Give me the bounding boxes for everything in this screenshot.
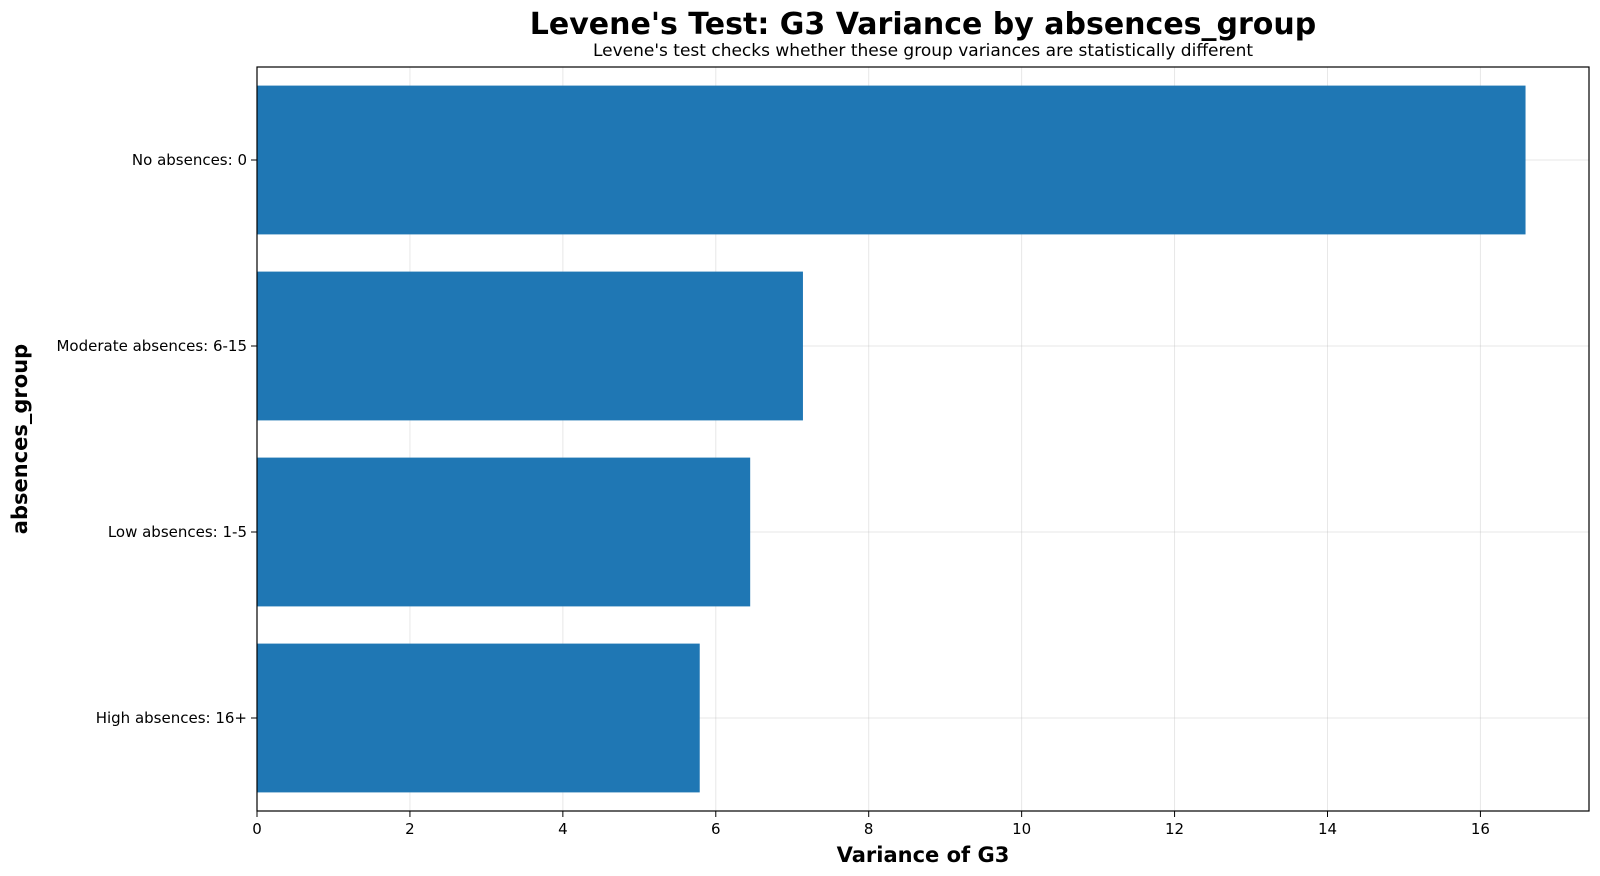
y-tick-label: Moderate absences: 6-15 bbox=[56, 337, 247, 355]
y-axis-label: absences_group bbox=[8, 344, 32, 534]
x-axis-ticks: 0 2 4 6 8 10 12 14 16 bbox=[252, 811, 1490, 838]
bar bbox=[257, 271, 803, 421]
plot-frame bbox=[256, 66, 1590, 812]
bar bbox=[257, 85, 1526, 235]
bar bbox=[257, 457, 751, 607]
chart-subtitle: Levene's test checks whether these group… bbox=[593, 41, 1253, 61]
x-tick-label: 4 bbox=[558, 820, 568, 838]
bars bbox=[257, 85, 1526, 793]
x-tick-label: 12 bbox=[1165, 820, 1184, 838]
x-tick-label: 6 bbox=[711, 820, 721, 838]
x-tick-label: 16 bbox=[1471, 820, 1490, 838]
y-tick-label: No absences: 0 bbox=[132, 151, 247, 169]
bar bbox=[257, 643, 700, 793]
y-axis-ticks: No absences: 0 Moderate absences: 6-15 Low… bbox=[56, 151, 257, 727]
chart-title: Levene's Test: G3 Variance by absences_g… bbox=[530, 7, 1317, 42]
y-tick-label: High absences: 16+ bbox=[96, 709, 247, 727]
x-tick-label: 8 bbox=[864, 820, 874, 838]
x-tick-label: 10 bbox=[1012, 820, 1031, 838]
x-axis-label: Variance of G3 bbox=[837, 843, 1010, 867]
x-tick-label: 14 bbox=[1318, 820, 1337, 838]
y-tick-label: Low absences: 1-5 bbox=[108, 523, 247, 541]
x-tick-label: 2 bbox=[405, 820, 415, 838]
x-tick-label: 0 bbox=[252, 820, 262, 838]
